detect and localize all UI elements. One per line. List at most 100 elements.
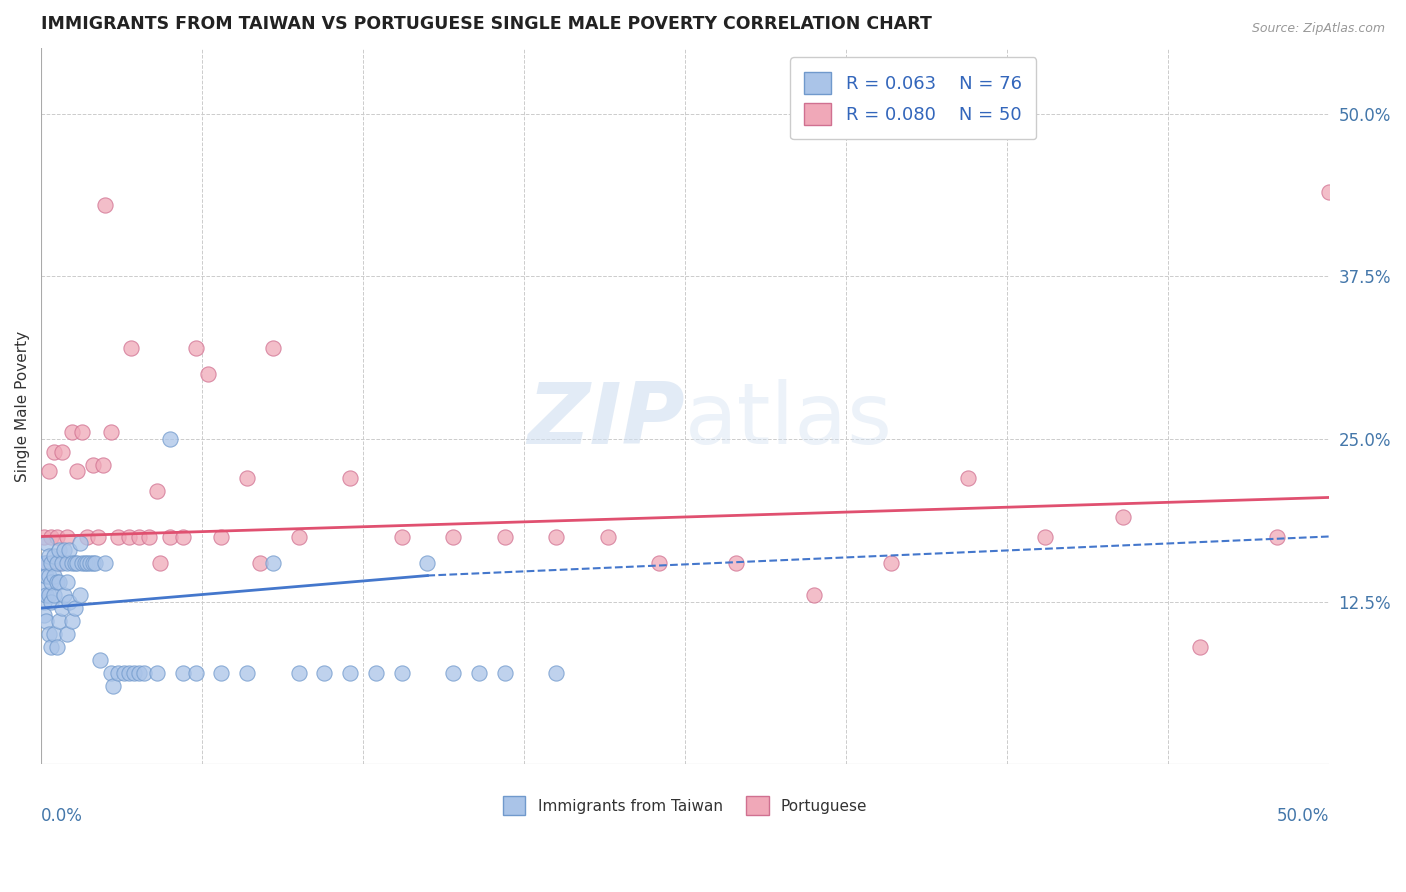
Point [494,666,516,681]
Text: atlas: atlas [685,379,893,462]
Point [94,556,117,570]
Point [63,601,86,615]
Point [957,471,980,485]
Point [546,666,568,681]
Point [132,666,155,681]
Point [1188,640,1211,654]
Point [45,640,67,654]
Point [53,588,76,602]
Point [209,666,232,681]
Point [35,568,58,582]
Point [32,607,55,622]
Point [1035,529,1057,543]
Point [60,556,83,570]
Point [73,556,96,570]
Point [76,556,98,570]
Point [339,471,361,485]
Point [82,556,104,570]
Point [48,614,70,628]
Point [128,529,150,543]
Point [803,588,825,602]
Point [468,666,491,681]
Point [38,568,60,582]
Point [60,425,83,440]
Point [146,483,169,498]
Point [84,556,107,570]
Point [35,588,58,602]
Point [38,465,60,479]
Text: 0.0%: 0.0% [41,807,83,825]
Point [35,614,58,628]
Point [72,425,94,440]
Point [41,529,63,543]
Point [45,575,67,590]
Point [391,666,413,681]
Point [100,425,122,440]
Point [69,588,91,602]
Point [91,458,114,472]
Point [35,536,58,550]
Legend: Immigrants from Taiwan, Portuguese: Immigrants from Taiwan, Portuguese [496,790,873,821]
Point [172,666,194,681]
Point [89,653,111,667]
Point [209,529,232,543]
Point [45,556,67,570]
Point [197,367,219,381]
Text: Source: ZipAtlas.com: Source: ZipAtlas.com [1251,22,1385,36]
Point [262,341,284,355]
Point [1317,185,1340,199]
Point [148,556,170,570]
Point [287,529,309,543]
Point [48,542,70,557]
Point [42,627,65,641]
Point [262,556,284,570]
Point [56,575,79,590]
Point [118,529,141,543]
Point [41,594,63,608]
Point [51,556,73,570]
Point [159,432,181,446]
Point [76,529,98,543]
Point [42,568,65,582]
Point [100,666,122,681]
Point [32,529,55,543]
Point [103,679,125,693]
Point [58,594,80,608]
Text: IMMIGRANTS FROM TAIWAN VS PORTUGUESE SINGLE MALE POVERTY CORRELATION CHART: IMMIGRANTS FROM TAIWAN VS PORTUGUESE SIN… [41,15,932,33]
Point [79,556,101,570]
Point [48,556,70,570]
Point [42,549,65,563]
Point [38,549,60,563]
Point [1265,529,1288,543]
Point [314,666,336,681]
Point [441,666,464,681]
Point [112,666,135,681]
Point [596,529,619,543]
Point [41,556,63,570]
Point [107,666,129,681]
Y-axis label: Single Male Poverty: Single Male Poverty [15,331,30,482]
Point [416,556,439,570]
Point [1111,510,1133,524]
Point [35,556,58,570]
Point [56,529,79,543]
Point [69,536,91,550]
Point [32,594,55,608]
Point [38,588,60,602]
Point [35,556,58,570]
Point [249,556,271,570]
Point [32,582,55,596]
Text: ZIP: ZIP [527,379,685,462]
Point [58,542,80,557]
Point [60,614,83,628]
Point [287,666,309,681]
Point [94,197,117,211]
Point [184,666,207,681]
Point [51,601,73,615]
Text: 50.0%: 50.0% [1277,807,1329,825]
Point [391,529,413,543]
Point [364,666,387,681]
Point [128,666,150,681]
Point [41,575,63,590]
Point [159,529,181,543]
